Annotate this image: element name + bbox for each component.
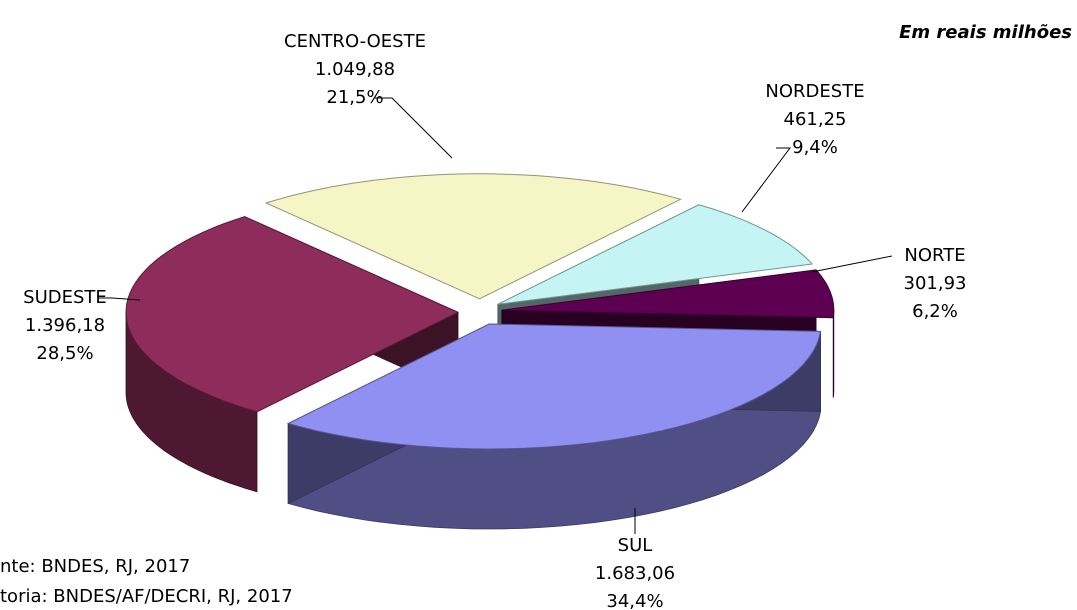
slice — [286, 323, 822, 450]
slice-label: CENTRO-OESTE — [284, 31, 426, 52]
leader-line — [98, 297, 141, 301]
value-label: 301,93 — [904, 273, 967, 294]
value-label: 461,25 — [784, 109, 847, 130]
percent-label: 34,4% — [606, 591, 663, 610]
leader-line — [811, 255, 893, 273]
value-label: 1.396,18 — [25, 315, 105, 336]
subtitle: Em reais milhões — [899, 22, 1072, 43]
slice-label: NORTE — [904, 245, 965, 266]
percent-label: 6,2% — [912, 301, 958, 322]
slice — [125, 216, 460, 413]
note: nte: BNDES, RJ, 2017 — [0, 556, 190, 577]
slice — [501, 269, 835, 319]
slice-label: SUDESTE — [23, 287, 107, 308]
slice — [264, 173, 682, 300]
percent-label: 28,5% — [36, 343, 93, 364]
value-label: 1.683,06 — [595, 563, 675, 584]
leader-line — [741, 147, 791, 213]
slice-label: NORDESTE — [765, 81, 864, 102]
note: toria: BNDES/AF/DECRI, RJ, 2017 — [0, 586, 293, 607]
percent-label: 21,5% — [326, 87, 383, 108]
value-label: 1.049,88 — [315, 59, 395, 80]
slice-wall — [832, 310, 835, 398]
leader-line — [375, 97, 453, 159]
percent-label: 9,4% — [792, 137, 838, 158]
slice-label: SUL — [618, 535, 653, 556]
slice — [497, 204, 814, 305]
